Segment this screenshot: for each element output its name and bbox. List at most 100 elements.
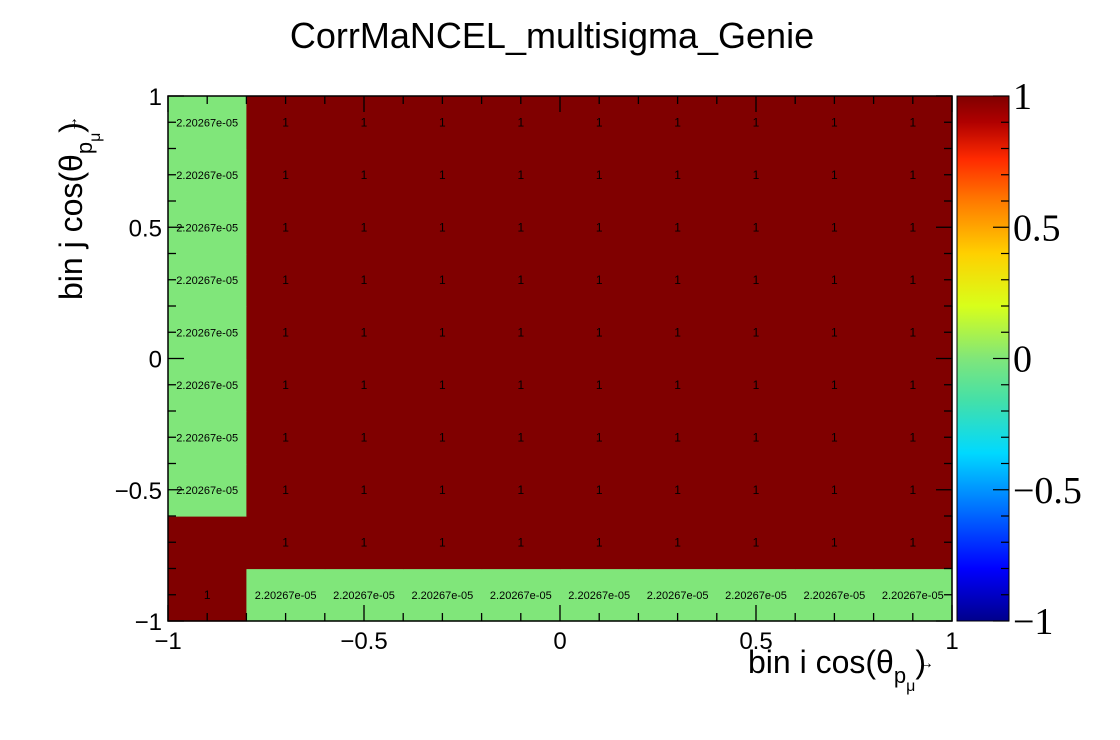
heatmap-cell <box>246 568 326 622</box>
cell-value-label: 1 <box>831 273 838 287</box>
cell-value-label: 1 <box>439 325 446 339</box>
heatmap-cell <box>716 358 796 412</box>
cell-value-label: 1 <box>517 483 524 497</box>
heatmap-cell <box>560 516 639 570</box>
y-tick-label: 0.5 <box>129 215 162 242</box>
cell-value-label: 1 <box>282 378 289 392</box>
heatmap-cell <box>795 253 875 307</box>
cell-value-label: 1 <box>831 220 838 234</box>
cell-value-label: 1 <box>517 168 524 182</box>
x-axis: −1 −0.5 0 0.5 1 <box>154 96 959 655</box>
cell-value-label: 2.20267e-05 <box>804 590 866 602</box>
heatmap-cell <box>873 253 953 307</box>
heatmap-cell <box>246 148 326 202</box>
heatmap-cell <box>246 306 326 360</box>
x-tick-label: −1 <box>154 628 181 655</box>
heatmap-cell <box>168 96 247 150</box>
heatmap-cell <box>246 201 326 255</box>
heatmap-cell <box>403 516 483 570</box>
heatmap-cell <box>324 306 404 360</box>
heatmap-cell <box>324 253 404 307</box>
heatmap-cell <box>403 253 483 307</box>
heatmap-cell <box>324 201 404 255</box>
cell-value-label: 1 <box>909 220 916 234</box>
y-axis-label-close: ) <box>53 122 89 133</box>
heatmap-cell <box>324 463 404 517</box>
z-tick-label: −1 <box>1013 601 1053 643</box>
heatmap-cell <box>795 306 875 360</box>
cell-value-label: 2.20267e-05 <box>412 590 474 602</box>
heatmap-cell <box>560 96 639 150</box>
cell-value-label: 1 <box>439 168 446 182</box>
cell-value-label: 1 <box>753 535 760 549</box>
y-tick-label: −1 <box>135 609 162 636</box>
y-axis-label-main: bin j cos(θ <box>53 154 89 300</box>
heatmap-cell <box>638 358 718 412</box>
heatmap-cell <box>873 358 953 412</box>
cell-value-label: 1 <box>753 430 760 444</box>
cell-value-label: 1 <box>831 325 838 339</box>
heatmap-cell <box>638 148 718 202</box>
cell-value-label: 1 <box>596 220 603 234</box>
cell-value-label: 2.20267e-05 <box>568 590 630 602</box>
cell-value-label: 1 <box>674 483 681 497</box>
heatmap-cell-labels: 1 2.20267e-05 2.20267e-05 2.20267e-05 2.2026… <box>176 115 943 602</box>
cell-value-label: 1 <box>361 430 368 444</box>
cell-value-label: 1 <box>361 220 368 234</box>
x-axis-label-vec-arrow: → <box>918 655 934 672</box>
cell-value-label: 1 <box>439 535 446 549</box>
y-axis-label: bin j cos(θpμ) → <box>53 116 104 300</box>
cell-value-label: 1 <box>831 535 838 549</box>
heatmap-cell <box>403 463 483 517</box>
heatmap-cell <box>638 253 718 307</box>
svg-text:bin j cos(θpμ): bin j cos(θpμ) <box>53 122 104 300</box>
cell-value-label: 1 <box>753 325 760 339</box>
y-axis-label-vec-arrow: → <box>64 116 81 132</box>
heatmap-cell <box>638 463 718 517</box>
cell-value-label: 2.20267e-05 <box>176 222 238 234</box>
cell-value-label: 2.20267e-05 <box>176 327 238 339</box>
cell-value-label: 1 <box>674 535 681 549</box>
y-axis-label-subsub: μ <box>87 133 104 142</box>
cell-value-label: 1 <box>909 168 916 182</box>
heatmap-cell <box>246 358 326 412</box>
heatmap-cell <box>873 306 953 360</box>
heatmap-cell <box>481 201 561 255</box>
cell-value-label: 1 <box>674 325 681 339</box>
cell-value-label: 1 <box>596 325 603 339</box>
cell-value-label: 2.20267e-05 <box>882 590 944 602</box>
y-axis: −1 −0.5 0 0.5 1 <box>115 84 952 636</box>
heatmap-cell <box>403 358 483 412</box>
cell-value-label: 1 <box>596 273 603 287</box>
heatmap-cell <box>246 463 326 517</box>
cell-value-label: 1 <box>282 430 289 444</box>
heatmap-cell <box>716 463 796 517</box>
cell-value-label: 1 <box>361 483 368 497</box>
heatmap-cell <box>716 516 796 570</box>
heatmap-cell <box>246 411 326 465</box>
cell-value-label: 1 <box>596 535 603 549</box>
cell-value-label: 1 <box>361 535 368 549</box>
heatmap-cell <box>638 516 718 570</box>
cell-value-label: 1 <box>596 483 603 497</box>
heatmap-cell <box>795 463 875 517</box>
heatmap-cell <box>246 253 326 307</box>
cell-value-label: 2.20267e-05 <box>176 380 238 392</box>
heatmap-cell <box>481 568 561 622</box>
cell-value-label: 1 <box>517 325 524 339</box>
cell-value-label: 1 <box>517 430 524 444</box>
heatmap-cell <box>481 148 561 202</box>
cell-value-label: 1 <box>674 273 681 287</box>
cell-value-label: 1 <box>517 220 524 234</box>
svg-text:bin i cos(θpμ): bin i cos(θpμ) <box>748 644 926 695</box>
heatmap-cell <box>168 253 247 307</box>
heatmap-cell <box>716 411 796 465</box>
heatmap-cell <box>481 411 561 465</box>
cell-value-label: 1 <box>517 535 524 549</box>
heatmap-cell <box>638 306 718 360</box>
y-tick-label: 0 <box>149 347 162 374</box>
x-axis-label-main: bin i cos(θ <box>748 644 894 680</box>
heatmap-cell <box>168 358 247 412</box>
heatmap-cell <box>638 201 718 255</box>
cell-value-label: 1 <box>282 220 289 234</box>
